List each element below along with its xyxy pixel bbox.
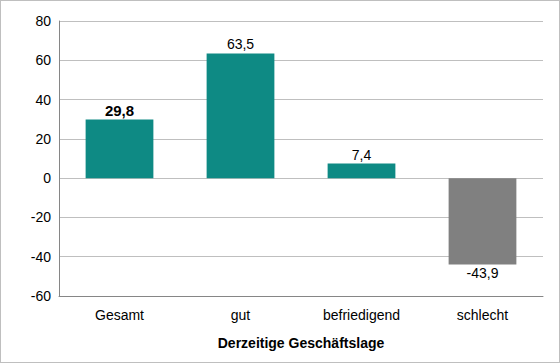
- svg-text:40: 40: [35, 92, 51, 108]
- svg-text:Gesamt: Gesamt: [95, 307, 144, 323]
- svg-text:20: 20: [35, 131, 51, 147]
- svg-text:schlecht: schlecht: [457, 307, 508, 323]
- svg-text:-60: -60: [31, 288, 51, 304]
- svg-text:gut: gut: [231, 307, 251, 323]
- svg-text:-43,9: -43,9: [467, 265, 499, 281]
- svg-text:-40: -40: [31, 249, 51, 265]
- svg-text:80: 80: [35, 13, 51, 29]
- svg-text:60: 60: [35, 52, 51, 68]
- svg-text:63,5: 63,5: [227, 36, 254, 52]
- svg-text:-20: -20: [31, 209, 51, 225]
- svg-text:7,4: 7,4: [352, 147, 372, 163]
- svg-text:0: 0: [43, 170, 51, 186]
- svg-text:Derzeitige Geschäftslage: Derzeitige Geschäftslage: [218, 335, 385, 351]
- svg-text:29,8: 29,8: [105, 102, 134, 119]
- svg-text:befriedigend: befriedigend: [323, 307, 400, 323]
